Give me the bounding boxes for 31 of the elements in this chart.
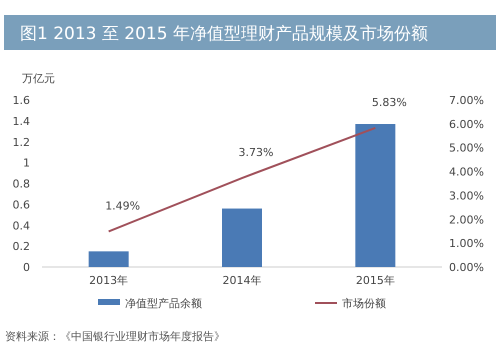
bar [222,208,262,267]
y-tick-label: 1.2 [12,136,30,149]
y2-tick-label: 0.00% [449,261,484,274]
y2-tick-label: 1.00% [449,237,484,250]
y-tick-label: 0 [23,261,30,274]
data-label: 3.73% [238,146,274,160]
y2-tick-label: 2.00% [449,213,484,226]
text: 资料来源：《中国银行业理财市场年度报告》 [5,330,225,343]
y2-tick-label: 7.00% [449,94,484,107]
y-tick-label: 0.4 [12,219,30,232]
chart-title: 图1 2013 至 2015 年净值型理财产品规模及市场份额 [20,24,428,44]
y-tick-label: 1.6 [12,94,30,107]
y-tick-label: 0.2 [12,240,30,254]
legend-label: 净值型产品余额 [125,297,202,310]
y-tick-label: 0.6 [12,198,30,212]
legend-label: 市场份额 [342,297,386,310]
y2-tick-label: 5.00% [449,142,484,155]
y-tick-label: 1 [23,156,30,170]
y-tick-label: 0.8 [12,178,30,190]
bar [355,124,396,267]
data-label: 1.49% [105,199,140,212]
x-tick-label: 2015年 [356,274,395,287]
y2-tick-label: 6.00% [449,118,484,131]
y2-tick-label: 4.00% [449,166,484,179]
data-label: 5.83% [372,96,407,109]
y-axis-title: 万亿元 [22,72,55,85]
bar [88,251,129,267]
y2-tick-label: 3.00% [449,189,484,202]
x-tick-label: 2013年 [89,274,128,287]
y-tick-label: 1.4 [12,114,30,128]
x-tick-label: 2014年 [222,274,262,287]
